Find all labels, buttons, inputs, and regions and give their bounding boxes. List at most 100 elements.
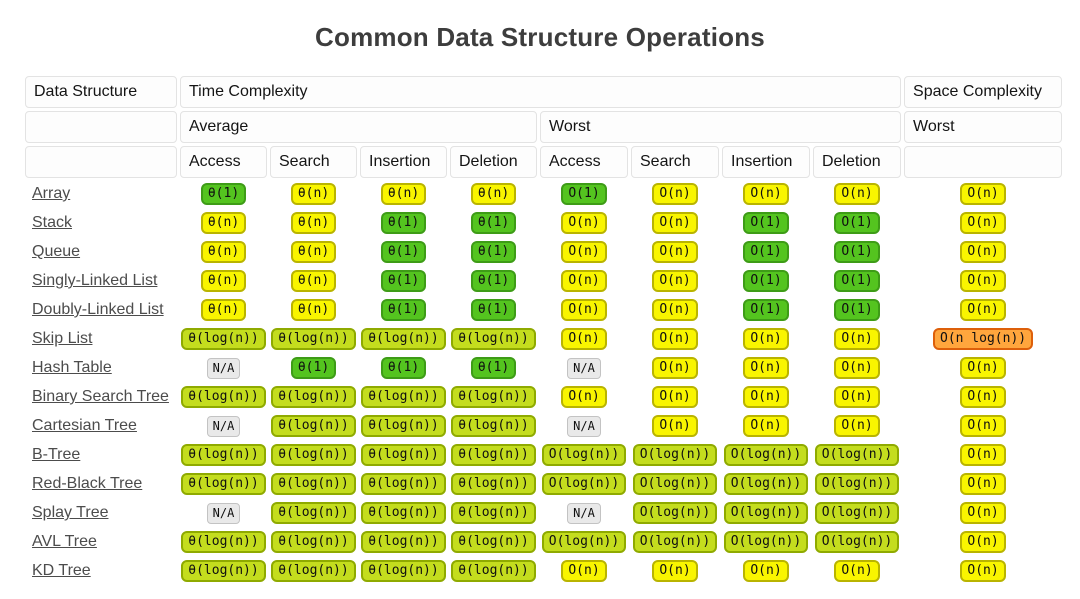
row-link-cartesian-tree[interactable]: Cartesian Tree — [32, 417, 137, 434]
cell-worst-insertion: O(n) — [722, 326, 810, 352]
cell-space-worst: O(n) — [904, 384, 1062, 410]
page-title: Common Data Structure Operations — [315, 22, 765, 52]
complexity-badge: O(n) — [834, 386, 880, 408]
complexity-badge: O(n) — [960, 531, 1006, 553]
row-link-b-tree[interactable]: B-Tree — [32, 446, 81, 463]
cell-worst-access: O(log(n)) — [540, 471, 628, 497]
cell-space-worst: O(n) — [904, 268, 1062, 294]
header-space-complexity: Space Complexity — [904, 76, 1063, 108]
cell-space-worst: O(n) — [904, 558, 1062, 584]
complexity-badge: O(n) — [834, 357, 880, 379]
row-link-binary-search-tree[interactable]: Binary Search Tree — [32, 388, 169, 405]
header-empty-cell — [25, 111, 177, 143]
complexity-badge: O(log(n)) — [814, 531, 900, 553]
row-label-cell: Cartesian Tree — [25, 413, 177, 439]
complexity-badge: O(n) — [960, 241, 1006, 263]
complexity-badge: O(1) — [561, 183, 607, 205]
complexity-badge: O(n) — [561, 386, 607, 408]
row-link-red-black-tree[interactable]: Red-Black Tree — [32, 475, 143, 492]
row-link-stack[interactable]: Stack — [32, 214, 73, 231]
cell-avg-search: θ(1) — [270, 355, 357, 381]
complexity-badge: θ(log(n)) — [271, 386, 356, 408]
row-label-cell: Stack — [25, 210, 177, 236]
cell-avg-access: N/A — [180, 355, 267, 381]
complexity-badge: O(n) — [652, 270, 698, 292]
cell-space-worst: O(n) — [904, 471, 1062, 497]
complexity-badge: O(log(n)) — [723, 473, 809, 495]
complexity-badge: O(1) — [834, 241, 880, 263]
complexity-table: Data Structure Time Complexity Space Com… — [22, 73, 1065, 587]
cell-worst-search: O(n) — [631, 268, 719, 294]
complexity-badge: θ(log(n)) — [451, 502, 536, 524]
complexity-badge: N/A — [567, 502, 601, 524]
complexity-badge: θ(n) — [200, 212, 247, 234]
cell-worst-search: O(n) — [631, 558, 719, 584]
cell-space-worst: O(n) — [904, 210, 1062, 236]
complexity-badge: θ(log(n)) — [361, 415, 446, 437]
complexity-badge: θ(log(n)) — [181, 473, 266, 495]
table-row: KD Tree θ(log(n)) θ(log(n)) θ(log(n)) θ(log(… — [25, 558, 1062, 584]
cell-worst-search: O(n) — [631, 210, 719, 236]
header-avg-insertion: Insertion — [360, 146, 447, 178]
complexity-badge: O(1) — [743, 299, 789, 321]
header-avg-search: Search — [270, 146, 357, 178]
row-link-doubly-linked-list[interactable]: Doubly-Linked List — [32, 301, 164, 318]
complexity-badge: θ(1) — [380, 299, 427, 321]
complexity-badge: O(n) — [743, 415, 789, 437]
complexity-badge: N/A — [206, 415, 241, 437]
complexity-badge: N/A — [206, 357, 241, 379]
cell-avg-access: θ(log(n)) — [180, 442, 267, 468]
cell-avg-access: N/A — [180, 500, 267, 526]
cell-avg-insertion: θ(log(n)) — [360, 471, 447, 497]
complexity-badge: θ(log(n)) — [451, 560, 536, 582]
row-label-cell: Skip List — [25, 326, 177, 352]
row-link-splay-tree[interactable]: Splay Tree — [32, 504, 109, 521]
table-row: Singly-Linked List θ(n) θ(n) θ(1) θ(1) O(n) O(… — [25, 268, 1062, 294]
cell-avg-deletion: θ(log(n)) — [450, 471, 537, 497]
complexity-badge: θ(n) — [200, 299, 247, 321]
complexity-badge: O(n) — [834, 415, 880, 437]
complexity-badge: O(1) — [743, 241, 789, 263]
cell-worst-search: O(log(n)) — [631, 442, 719, 468]
complexity-badge: θ(n) — [290, 299, 337, 321]
complexity-badge: θ(log(n)) — [451, 328, 536, 350]
row-link-queue[interactable]: Queue — [32, 243, 81, 260]
cell-worst-access: O(log(n)) — [540, 442, 628, 468]
complexity-badge: θ(log(n)) — [271, 473, 356, 495]
row-link-array[interactable]: Array — [32, 185, 71, 202]
complexity-badge: O(n) — [960, 444, 1006, 466]
complexity-badge: θ(n) — [290, 241, 337, 263]
complexity-badge: θ(1) — [380, 357, 427, 379]
complexity-badge: O(n log(n)) — [933, 328, 1034, 350]
table-row: Skip List θ(log(n)) θ(log(n)) θ(log(n)) θ(lo… — [25, 326, 1062, 352]
complexity-badge: O(n) — [652, 415, 698, 437]
row-link-skip-list[interactable]: Skip List — [32, 330, 93, 347]
row-link-kd-tree[interactable]: KD Tree — [32, 562, 91, 579]
cell-worst-insertion: O(1) — [722, 239, 810, 265]
complexity-badge: O(log(n)) — [541, 444, 627, 466]
complexity-badge: O(n) — [743, 183, 789, 205]
complexity-badge: θ(log(n)) — [361, 386, 446, 408]
row-link-hash-table[interactable]: Hash Table — [32, 359, 112, 376]
cell-worst-insertion: O(n) — [722, 558, 810, 584]
complexity-badge: O(1) — [834, 270, 880, 292]
header-data-structure: Data Structure — [25, 76, 177, 108]
complexity-badge: O(log(n)) — [632, 502, 718, 524]
row-link-avl-tree[interactable]: AVL Tree — [32, 533, 97, 550]
complexity-badge: O(log(n)) — [814, 444, 900, 466]
cell-worst-deletion: O(n) — [813, 384, 901, 410]
cell-avg-insertion: θ(log(n)) — [360, 384, 447, 410]
complexity-badge: O(n) — [743, 560, 789, 582]
cell-worst-deletion: O(n) — [813, 181, 901, 207]
cell-space-worst: O(n) — [904, 529, 1062, 555]
complexity-badge: θ(1) — [380, 212, 427, 234]
cell-avg-search: θ(n) — [270, 181, 357, 207]
complexity-badge: O(n) — [561, 560, 607, 582]
complexity-badge: O(n) — [652, 560, 698, 582]
cell-worst-access: O(n) — [540, 384, 628, 410]
complexity-badge: θ(log(n)) — [361, 473, 446, 495]
table-row: Cartesian Tree N/A θ(log(n)) θ(log(n)) θ(log… — [25, 413, 1062, 439]
cell-worst-access: N/A — [540, 355, 628, 381]
row-link-singly-linked-list[interactable]: Singly-Linked List — [32, 272, 158, 289]
complexity-badge: θ(log(n)) — [271, 560, 356, 582]
